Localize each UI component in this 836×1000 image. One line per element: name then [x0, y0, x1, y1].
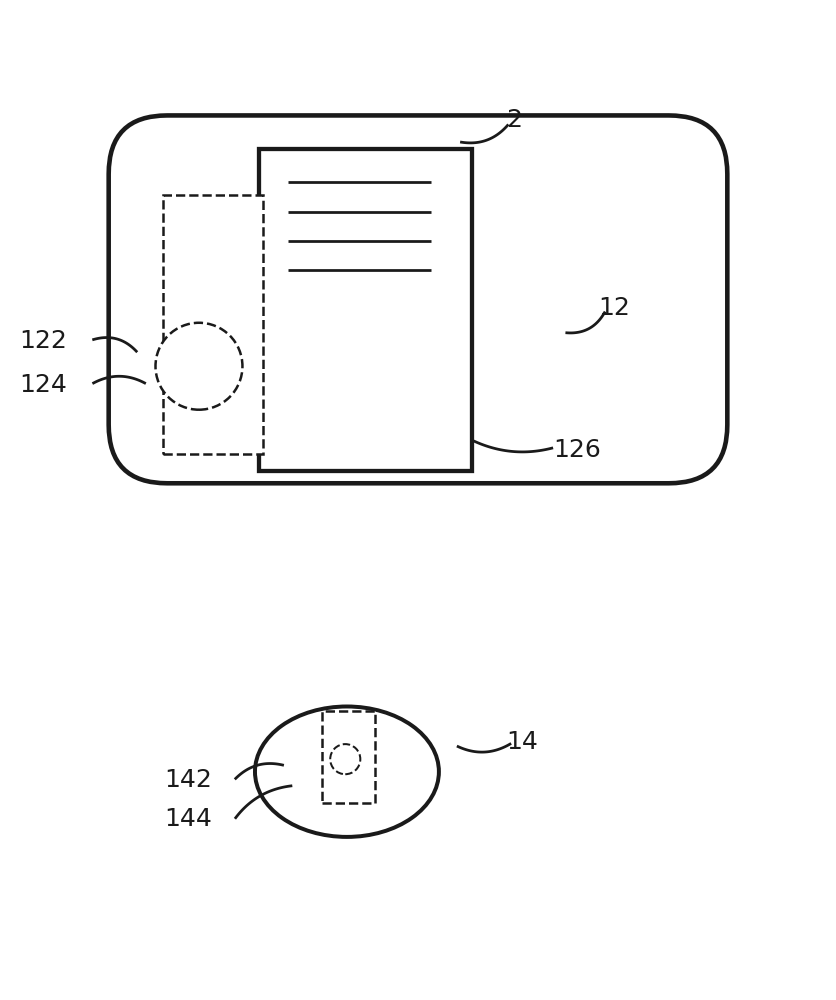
Circle shape	[155, 323, 242, 410]
Text: 122: 122	[19, 329, 68, 353]
Ellipse shape	[255, 706, 439, 837]
Bar	[259, 149, 472, 471]
Text: 12: 12	[599, 296, 630, 320]
Bar	[163, 195, 263, 454]
Circle shape	[330, 744, 360, 774]
Text: 144: 144	[164, 807, 212, 831]
Text: 124: 124	[19, 373, 68, 397]
FancyBboxPatch shape	[109, 115, 727, 483]
Text: 14: 14	[507, 730, 538, 754]
Text: 126: 126	[553, 438, 601, 462]
Bar	[322, 711, 375, 803]
Text: 142: 142	[164, 768, 212, 792]
Text: 2: 2	[506, 108, 522, 132]
